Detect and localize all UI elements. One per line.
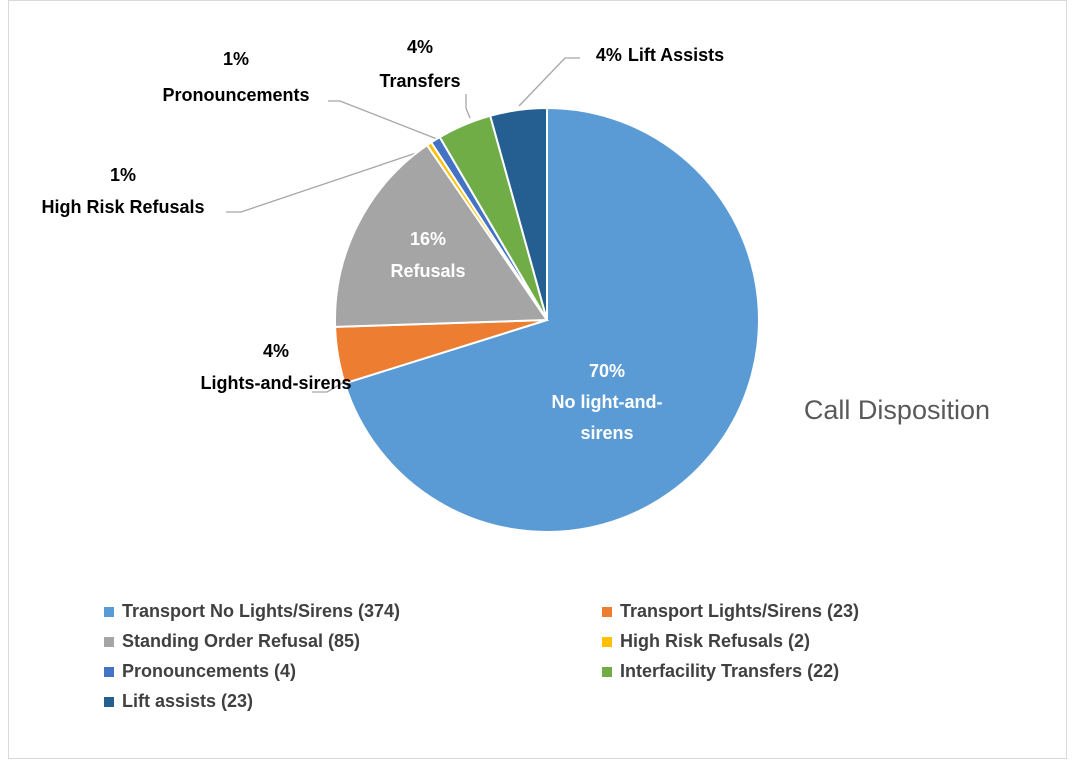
value-label: 1% [110,165,136,185]
value-label: 4% [407,37,433,57]
pie-slice [334,143,549,328]
slice-label: No light-and- [552,392,663,412]
legend-label: Standing Order Refusal (85) [122,631,360,651]
legend-swatch [104,667,114,677]
slice-label: Lift Assists [628,45,724,65]
legend-swatch [602,607,612,617]
value-label: 70% [589,361,625,381]
slice-label: Lights-and-sirens [200,373,351,393]
legend-swatch [104,697,114,707]
legend-label: Transport No Lights/Sirens (374) [122,601,400,621]
legend-swatch [104,607,114,617]
legend-label: Pronouncements (4) [122,661,296,681]
value-label: 4% [596,45,622,65]
chart-title: Call Disposition [804,395,990,425]
pie-slice [488,106,548,321]
slice-label: sirens [580,423,633,443]
legend-swatch [602,637,612,647]
leader-line [465,94,471,119]
leader-line [518,57,580,107]
slice-label: Refusals [390,261,465,281]
legend-swatch [602,667,612,677]
value-label: 4% [263,341,289,361]
data-label: 4% Lift Assists [596,45,724,65]
leader-line [328,100,438,140]
value-label: 16% [410,229,446,249]
pie-slice [343,106,760,533]
leader-line [312,380,347,393]
legend-swatch [104,637,114,647]
slice-label: High Risk Refusals [41,197,204,217]
leader-line [226,144,441,213]
legend-label: Transport Lights/Sirens (23) [620,601,859,621]
legend-label: Lift assists (23) [122,691,253,711]
slice-label: Pronouncements [162,85,309,105]
legend-label: Interfacility Transfers (22) [620,661,839,681]
legend-label: High Risk Refusals (2) [620,631,810,651]
slice-label: Transfers [379,71,460,91]
value-label: 1% [223,49,249,69]
